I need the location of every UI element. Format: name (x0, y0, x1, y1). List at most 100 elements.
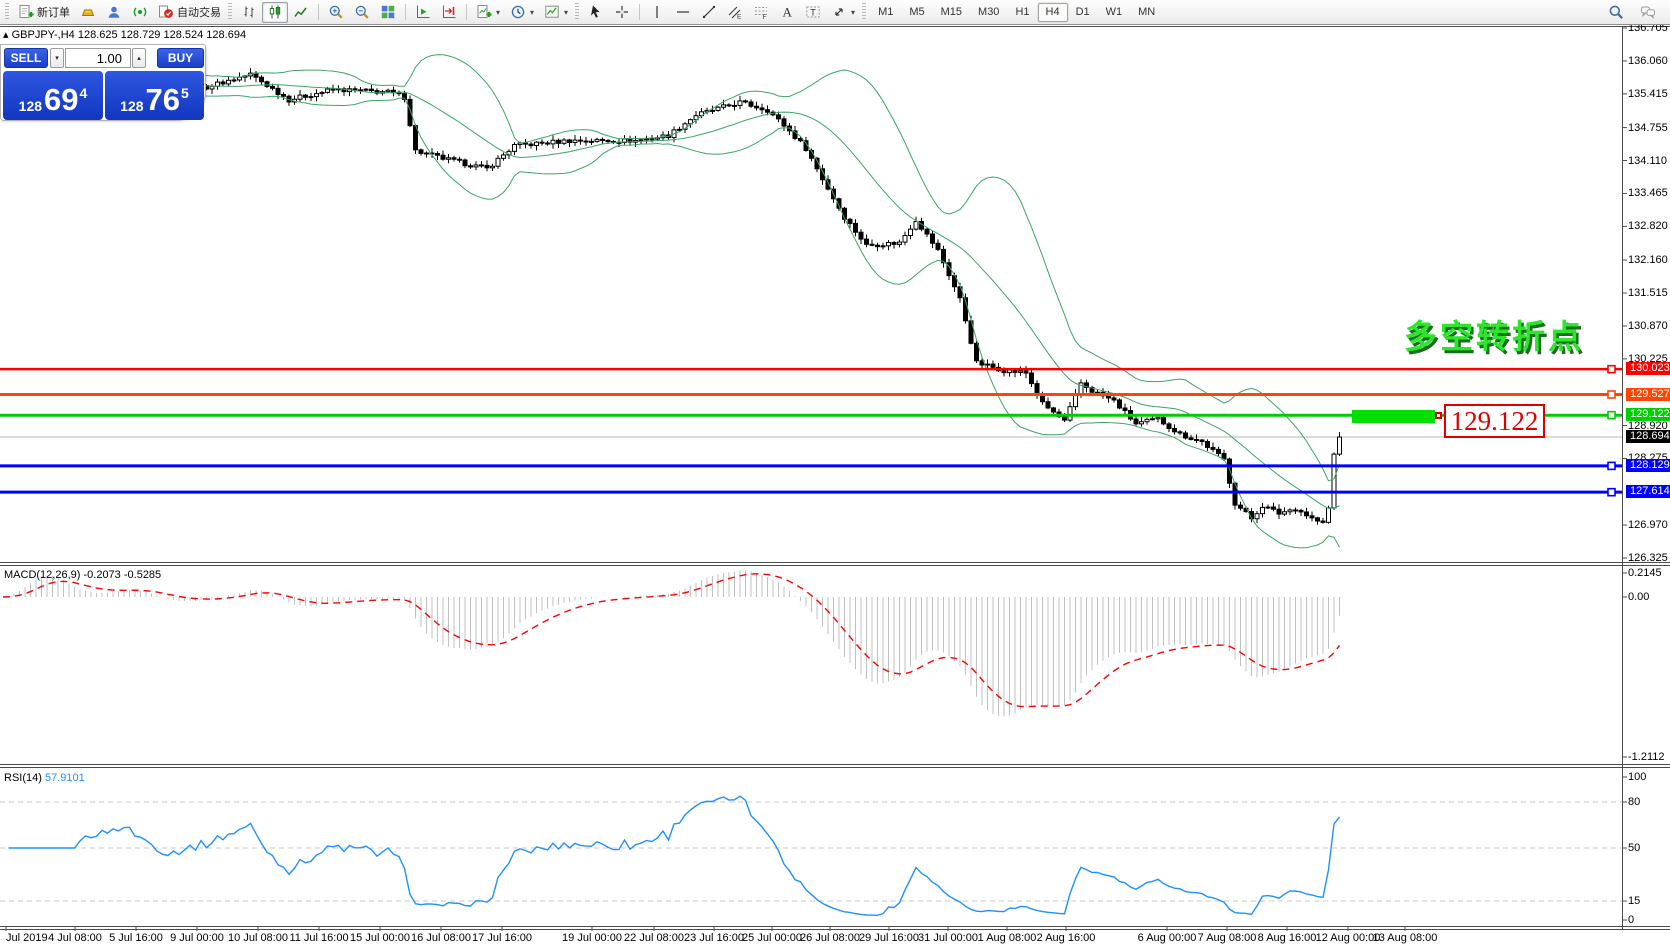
dropdown-caret-icon[interactable]: ▾ (851, 7, 856, 17)
zoom-out-button[interactable] (349, 2, 375, 23)
tile-windows-button[interactable] (375, 2, 401, 23)
dropdown-caret-icon[interactable]: ▾ (530, 7, 535, 17)
svg-text:E: E (737, 14, 742, 21)
crosshair-button[interactable] (609, 2, 635, 23)
chart-bottom-border (0, 926, 1670, 927)
new-order-label: 新订单 (37, 7, 70, 19)
toolbar-grip[interactable] (862, 3, 867, 21)
price-axis-line[interactable] (1622, 26, 1623, 930)
sell-button[interactable]: SELL (4, 48, 48, 68)
indicators-icon (545, 5, 559, 18)
toolbar-grip[interactable] (228, 3, 232, 21)
timeframe-d1-button[interactable]: D1 (1075, 5, 1090, 18)
bollinger-upper-band[interactable] (107, 54, 1340, 482)
equidistant-channel-icon: E (728, 6, 742, 21)
chart-shift-icon (443, 5, 456, 18)
pane-separator[interactable] (0, 764, 1670, 765)
fibonacci-button[interactable]: F (748, 2, 774, 23)
timeframe-w1-button[interactable]: W1 (1105, 5, 1123, 18)
candle-chart-icon (269, 5, 281, 19)
new-order-button[interactable]: 新订单 (13, 2, 75, 23)
market-watch-button[interactable] (75, 2, 101, 23)
new-chart-button[interactable]: ▾ (471, 2, 505, 23)
rsi-pane[interactable] (0, 795, 1622, 916)
vertical-line-button[interactable] (644, 2, 670, 23)
auto-scroll-icon (417, 5, 430, 18)
sell-price-button[interactable]: 128 69 4 (3, 71, 103, 120)
toolbar-right-icons (1603, 2, 1667, 23)
bollinger-lower-band[interactable] (107, 93, 1340, 549)
trend-line-button[interactable] (696, 2, 722, 23)
rsi-line (8, 795, 1341, 916)
timeframe-h4-button[interactable]: H4 (1037, 2, 1068, 22)
toolbar: 新订单 自动交易 ▾ ▾ ▾ E F A T ▾ M1 M5 M15 M30 H1 H4 D1 W1 MN (0, 0, 1670, 25)
chart-shift-button[interactable] (436, 2, 462, 23)
pane-separator[interactable] (0, 565, 1670, 566)
timeframe-h1-button[interactable]: H1 (1015, 5, 1030, 18)
toolbar-separator (639, 4, 641, 20)
auto-scroll-button[interactable] (410, 2, 436, 23)
dropdown-caret-icon[interactable]: ▾ (496, 7, 501, 17)
zoom-in-button[interactable] (323, 2, 349, 23)
candle-chart-button[interactable] (262, 1, 288, 23)
price-tag-anchor[interactable] (1435, 412, 1442, 419)
toolbar-separator (318, 4, 319, 20)
text-label-button[interactable]: T (800, 2, 826, 23)
buy-button[interactable]: BUY (157, 48, 204, 68)
chat-icon (1641, 6, 1655, 19)
data-window-button[interactable] (101, 2, 127, 23)
timeframe-m15-button[interactable]: M15 (940, 5, 963, 18)
timeframe-m30-button[interactable]: M30 (978, 5, 1000, 18)
volume-input[interactable]: 1.00 (65, 48, 131, 68)
periods-button[interactable]: ▾ (505, 2, 539, 23)
svg-text:T: T (810, 8, 816, 18)
sell-price-prefix: 128 (18, 98, 43, 114)
main-pane[interactable] (0, 54, 1622, 549)
pane-separator[interactable] (0, 562, 1670, 563)
buy-price-prefix: 128 (120, 98, 144, 114)
timeframe-m5-button[interactable]: M5 (909, 5, 925, 18)
search-button[interactable] (1603, 2, 1629, 23)
svg-text:A: A (783, 5, 793, 20)
dropdown-caret-icon[interactable]: ▾ (564, 7, 569, 17)
level-anchor-marker[interactable] (1607, 487, 1616, 497)
level-anchor-marker[interactable] (1607, 364, 1616, 374)
zoom-in-icon (329, 5, 343, 19)
symbol-info: ▴ GBPJPY-,H4 128.625 128.729 128.524 128… (3, 28, 246, 41)
chat-button[interactable] (1635, 2, 1661, 23)
bar-chart-icon (244, 6, 254, 18)
price-tag-box[interactable]: 129.122 (1444, 404, 1545, 438)
macd-signal-line (2, 573, 1341, 708)
highlight-rectangle[interactable] (1352, 410, 1435, 423)
macd-pane[interactable] (2, 570, 1341, 717)
gold-icon (81, 9, 95, 16)
text-button[interactable]: A (774, 2, 800, 23)
zoom-out-icon (355, 5, 369, 19)
toolbar-grip[interactable] (575, 3, 580, 21)
annotation-text[interactable]: 多空转折点 (1404, 318, 1584, 355)
bar-chart-button[interactable] (236, 2, 262, 23)
indicators-button[interactable]: ▾ (539, 2, 573, 23)
arrows-button[interactable]: ▾ (826, 2, 860, 23)
pane-separator[interactable] (0, 767, 1670, 768)
timeframe-mn-button[interactable]: MN (1138, 5, 1156, 18)
bollinger-middle-band[interactable] (107, 79, 1340, 509)
level-anchor-marker[interactable] (1607, 410, 1616, 420)
fibonacci-icon: F (755, 7, 768, 20)
cursor-button[interactable] (583, 2, 609, 23)
volume-increase-button[interactable]: ▴ (132, 48, 146, 68)
volume-decrease-button[interactable]: ▾ (50, 48, 64, 68)
timeframe-m1-button[interactable]: M1 (878, 5, 894, 18)
toolbar-grip[interactable] (5, 3, 9, 21)
level-anchor-marker[interactable] (1607, 461, 1616, 471)
equidistant-channel-button[interactable]: E (722, 2, 748, 23)
signals-button[interactable] (127, 2, 153, 23)
line-chart-button[interactable] (288, 2, 314, 23)
level-anchor-marker[interactable] (1607, 390, 1616, 399)
arrows-icon (835, 8, 843, 16)
autotrade-button[interactable]: 自动交易 (153, 2, 226, 23)
horizontal-line-button[interactable] (670, 2, 696, 23)
buy-price-button[interactable]: 128 76 5 (105, 71, 204, 120)
